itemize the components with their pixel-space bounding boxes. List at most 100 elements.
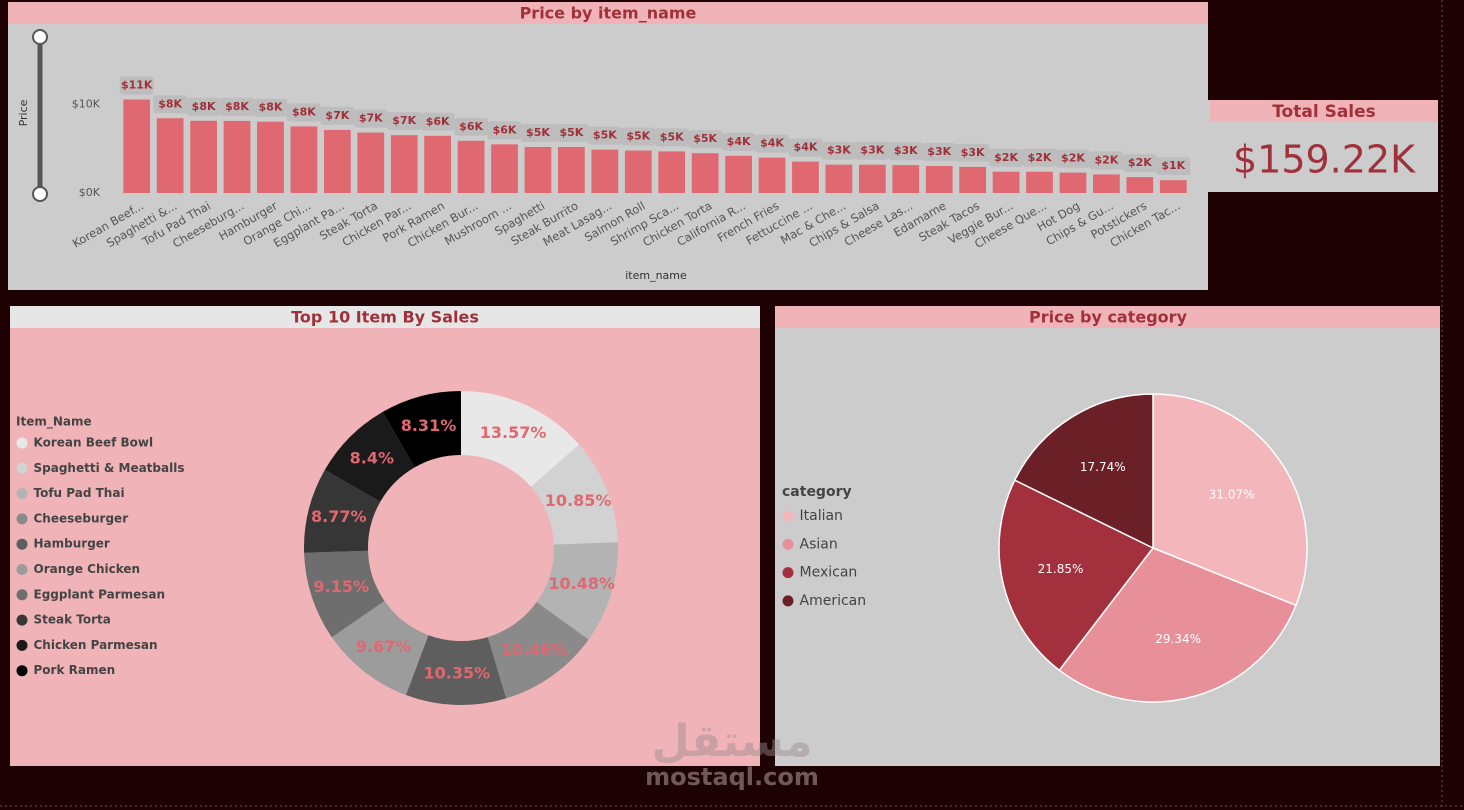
data-label-box <box>688 130 723 149</box>
data-label: 8.31% <box>401 416 457 435</box>
data-label-box <box>554 124 589 142</box>
data-label-box <box>520 124 555 142</box>
legend-swatch <box>16 665 28 677</box>
bar <box>558 147 585 193</box>
slider-handle[interactable] <box>32 186 48 202</box>
data-label: 9.67% <box>356 637 412 656</box>
data-label: $3K <box>894 144 918 157</box>
slice <box>531 444 618 545</box>
legend-label: Eggplant Parmesan <box>34 587 166 601</box>
panel-header <box>8 2 1208 24</box>
data-label: 10.35% <box>423 663 490 682</box>
bar <box>792 161 819 193</box>
bar <box>892 165 920 193</box>
data-label: $4K <box>727 135 751 148</box>
data-label-box <box>153 95 188 114</box>
data-label: $8K <box>158 97 182 110</box>
bar <box>658 151 686 193</box>
legend-swatch <box>16 564 28 575</box>
legend-swatch <box>782 567 794 579</box>
bar <box>959 166 987 193</box>
slice <box>405 635 507 705</box>
data-label: $2K <box>1061 152 1085 165</box>
slice <box>304 550 385 638</box>
data-label: $5K <box>693 132 717 145</box>
data-label: 8.77% <box>311 507 367 526</box>
data-label: 10.85% <box>545 491 612 510</box>
legend-label: Steak Torta <box>34 613 111 627</box>
bar <box>223 120 251 193</box>
data-label-box <box>721 132 756 151</box>
bar <box>1093 174 1120 193</box>
data-label: $4K <box>794 141 818 154</box>
legend-title: category <box>782 484 852 500</box>
data-label-box <box>253 98 288 117</box>
legend-label: Tofu Pad Thai <box>34 486 125 500</box>
data-label-box <box>1122 154 1157 173</box>
data-label: $5K <box>593 129 617 142</box>
slice <box>1152 393 1308 607</box>
data-label-box <box>888 142 923 161</box>
bar <box>624 150 652 193</box>
data-label: $7K <box>392 114 416 127</box>
legend-label: Asian <box>800 536 838 552</box>
data-label: $3K <box>860 144 884 157</box>
bar <box>858 164 886 193</box>
slice <box>998 479 1155 672</box>
data-label-box <box>1022 148 1057 167</box>
data-label: $6K <box>426 115 450 128</box>
data-label: 10.48% <box>548 574 615 593</box>
legend-swatch <box>16 488 28 500</box>
bar <box>1126 177 1154 193</box>
x-axis-title: item_name <box>625 269 687 282</box>
legend-label: Korean Beef Bowl <box>34 436 154 450</box>
watermark: mostaql.com <box>645 763 819 791</box>
data-label: 29.34% <box>1155 632 1201 646</box>
data-label-box <box>654 128 689 147</box>
data-label-box <box>220 97 255 116</box>
card-title: Total Sales <box>1272 102 1376 122</box>
data-label: $8K <box>225 100 249 113</box>
panel <box>8 2 1208 290</box>
data-label: $5K <box>526 126 550 139</box>
data-label: $5K <box>626 130 650 143</box>
data-label-box <box>855 141 890 160</box>
card-value: $159.22K <box>1233 138 1416 182</box>
data-label-box <box>119 76 154 95</box>
data-label: $1K <box>1161 159 1185 172</box>
bar <box>257 121 284 193</box>
data-label: 9.15% <box>314 577 370 596</box>
data-label: $2K <box>994 151 1018 164</box>
legend-swatch <box>16 437 28 449</box>
bar <box>524 147 552 193</box>
slice <box>461 391 580 487</box>
chart-title: Price by category <box>1029 308 1188 327</box>
bar <box>591 149 619 193</box>
data-label: $3K <box>961 146 985 159</box>
data-label: $3K <box>927 145 951 158</box>
data-label: $7K <box>325 109 349 122</box>
watermark: مستقل <box>652 716 813 767</box>
data-label: $2K <box>1128 156 1152 169</box>
data-label: $7K <box>359 112 383 125</box>
slider-handle[interactable] <box>32 29 48 45</box>
data-label-box <box>454 117 489 136</box>
slice <box>331 600 429 696</box>
slice <box>304 469 381 553</box>
legend-label: Cheeseburger <box>34 511 129 525</box>
data-label: $5K <box>660 130 684 143</box>
panel <box>10 306 760 766</box>
legend-label: Chicken Parmesan <box>34 638 158 652</box>
bar <box>457 140 485 193</box>
bar <box>190 120 217 193</box>
data-label-box <box>1156 157 1191 176</box>
slice <box>536 542 618 640</box>
slice <box>1013 393 1154 550</box>
data-label-box <box>186 97 221 116</box>
panel-header <box>10 306 760 328</box>
bar <box>691 153 719 193</box>
legend-swatch <box>16 639 28 651</box>
data-label: 31.07% <box>1209 487 1255 501</box>
legend-swatch <box>16 513 28 525</box>
